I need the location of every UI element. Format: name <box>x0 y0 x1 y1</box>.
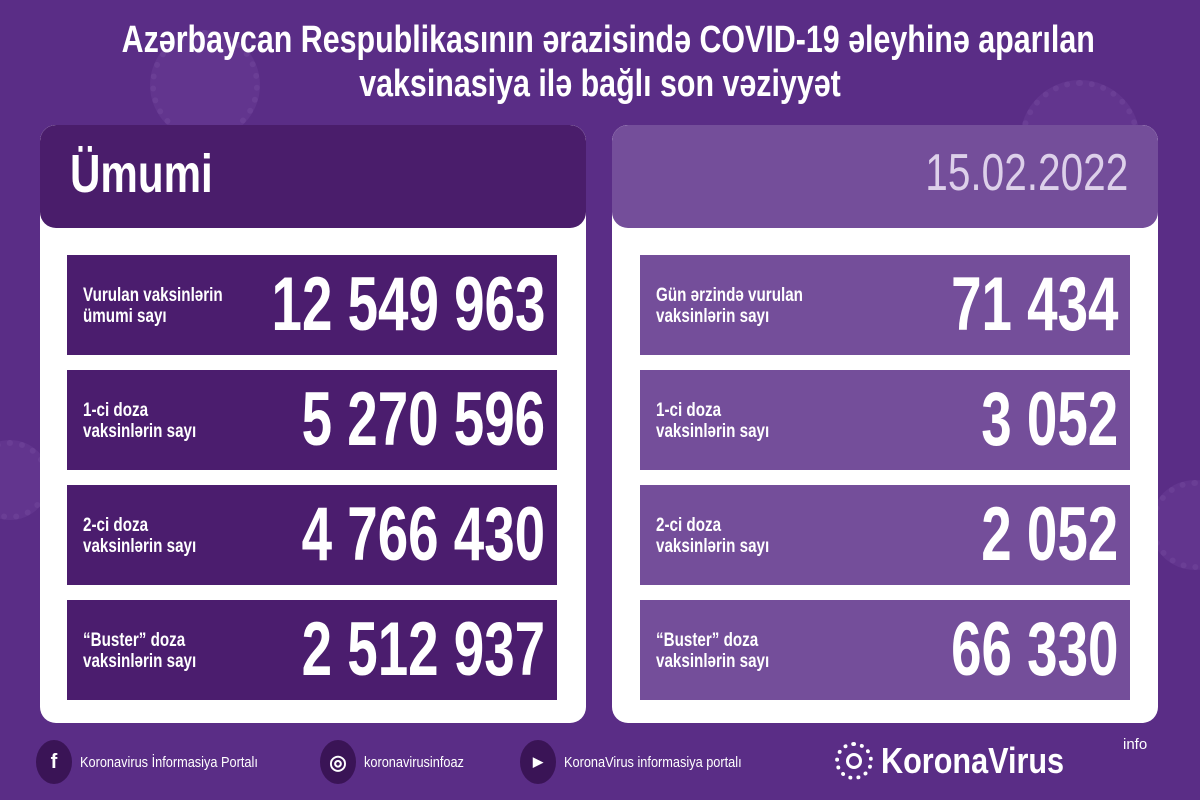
stat-value: 12 549 963 <box>271 262 545 347</box>
koronavirus-logo: KoronaVirus info <box>835 736 1147 782</box>
total-panel: Ümumi Vurulan vaksinlərin ümumi sayı 12 54… <box>40 125 586 723</box>
instagram-label: koronavirusinfoaz <box>364 753 464 771</box>
stat-value: 3 052 <box>981 377 1118 462</box>
stat-value: 71 434 <box>950 262 1118 347</box>
stat-value: 2 052 <box>981 492 1118 577</box>
stat-value: 2 512 937 <box>301 607 545 692</box>
stat-row: Vurulan vaksinlərin ümumi sayı 12 549 963 <box>67 255 557 355</box>
stat-row: 1-ci doza vaksinlərin sayı 3 052 <box>640 370 1130 470</box>
page-title: Azərbaycan Respublikasının ərazisində CO… <box>0 18 1200 106</box>
instagram-link[interactable]: ◎ koronavirusinfoaz <box>320 740 482 784</box>
stat-label: “Buster” doza vaksinlərin sayı <box>83 630 197 672</box>
title-line-2: vaksinasiya ilə bağlı son vəziyyət <box>359 63 841 105</box>
stat-value: 4 766 430 <box>301 492 545 577</box>
stat-row: “Buster” doza vaksinlərin sayı 2 512 937 <box>67 600 557 700</box>
stat-row: Gün ərzində vurulan vaksinlərin sayı 71 43… <box>640 255 1130 355</box>
stat-row: “Buster” doza vaksinlərin sayı 66 330 <box>640 600 1130 700</box>
stat-label: Vurulan vaksinlərin ümumi sayı <box>83 285 223 327</box>
total-header-text: Ümumi <box>70 144 213 204</box>
facebook-icon: f <box>36 740 72 784</box>
stat-label: Gün ərzində vurulan vaksinlərin sayı <box>656 285 803 327</box>
title-line-1: Azərbaycan Respublikasının ərazisində CO… <box>121 19 1095 61</box>
facebook-label: Koronavirus İnformasiya Portalı <box>80 753 258 771</box>
stat-label: 2-ci doza vaksinlərin sayı <box>656 515 770 557</box>
stat-label: 1-ci doza vaksinlərin sayı <box>656 400 770 442</box>
youtube-label: KoronaVirus informasiya portalı <box>564 753 742 771</box>
stat-value: 66 330 <box>950 607 1118 692</box>
stat-row: 2-ci doza vaksinlərin sayı 2 052 <box>640 485 1130 585</box>
stat-row: 1-ci doza vaksinlərin sayı 5 270 596 <box>67 370 557 470</box>
date-text: 15.02.2022 <box>924 144 1128 202</box>
youtube-link[interactable]: ▶ KoronaVirus informasiya portalı <box>520 740 773 784</box>
sun-icon <box>835 742 873 780</box>
stat-value: 5 270 596 <box>301 377 545 462</box>
total-header: Ümumi <box>40 125 586 228</box>
daily-panel: 15.02.2022 Gün ərzində vurulan vaksinləri… <box>612 125 1158 723</box>
footer: f Koronavirus İnformasiya Portalı ◎ korona… <box>0 736 1200 790</box>
stat-label: 2-ci doza vaksinlərin sayı <box>83 515 197 557</box>
facebook-link[interactable]: f Koronavirus İnformasiya Portalı <box>36 740 289 784</box>
stat-label: “Buster” doza vaksinlərin sayı <box>656 630 770 672</box>
virus-decoration <box>150 30 260 140</box>
date-header: 15.02.2022 <box>612 125 1158 228</box>
stat-label: 1-ci doza vaksinlərin sayı <box>83 400 197 442</box>
youtube-icon: ▶ <box>520 740 556 784</box>
instagram-icon: ◎ <box>320 740 356 784</box>
stat-row: 2-ci doza vaksinlərin sayı 4 766 430 <box>67 485 557 585</box>
